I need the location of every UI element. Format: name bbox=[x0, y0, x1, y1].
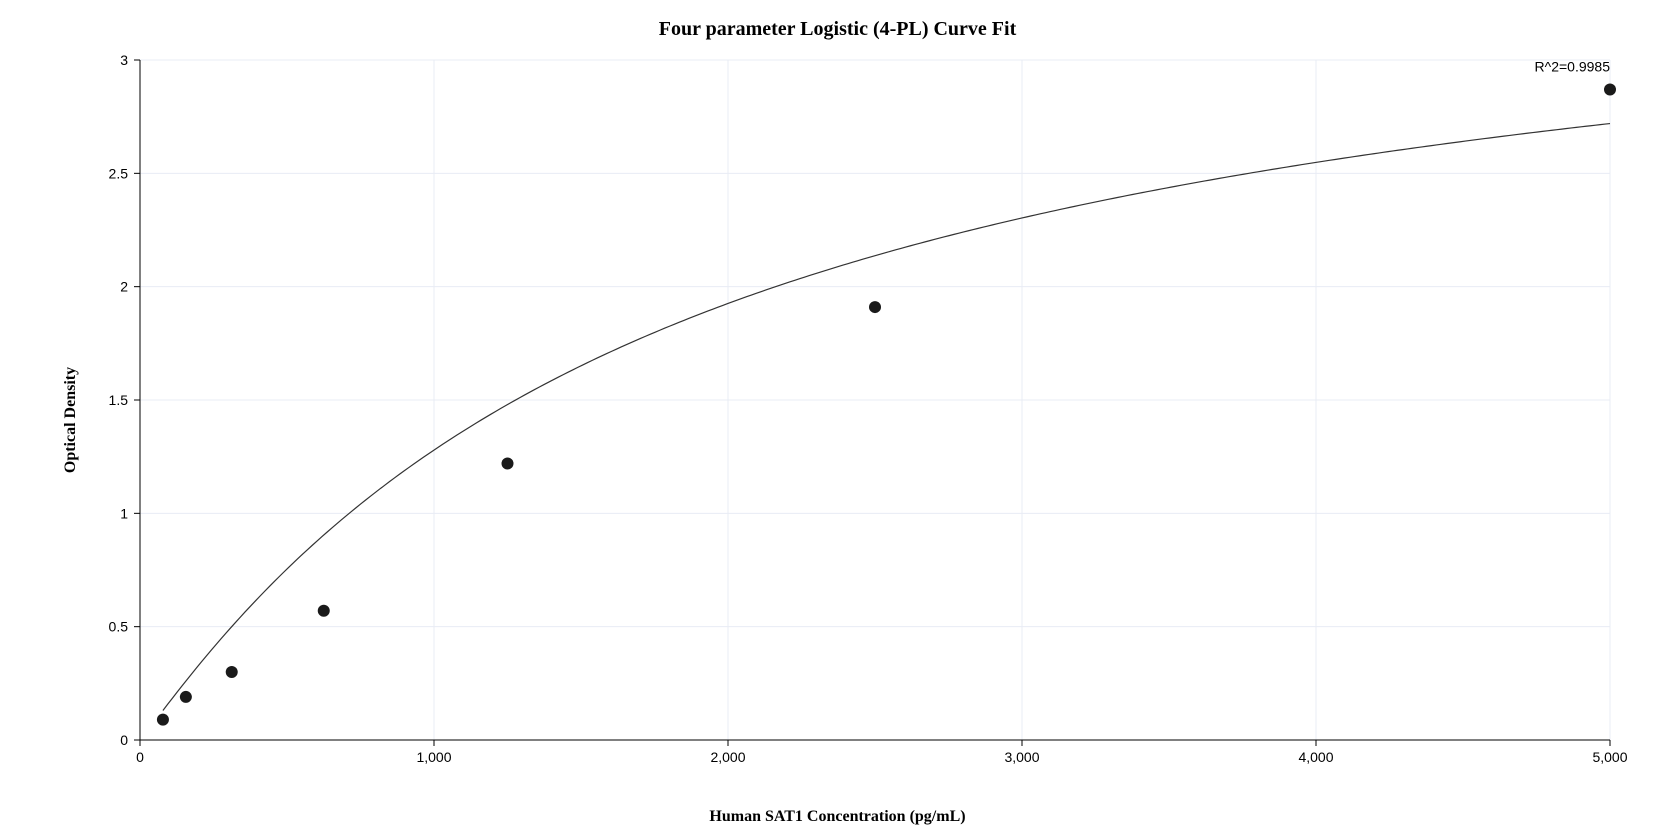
r-squared-annotation: R^2=0.9985 bbox=[1535, 58, 1611, 74]
y-tick-label: 0.5 bbox=[109, 619, 129, 635]
data-point bbox=[226, 666, 238, 678]
data-point bbox=[318, 605, 330, 617]
data-point bbox=[157, 714, 169, 726]
y-tick-label: 0 bbox=[120, 732, 128, 748]
data-point bbox=[1604, 83, 1616, 95]
fit-curve bbox=[163, 124, 1610, 711]
x-tick-label: 0 bbox=[136, 749, 144, 765]
data-point bbox=[869, 301, 881, 313]
chart-container: Four parameter Logistic (4-PL) Curve Fit… bbox=[0, 0, 1675, 840]
x-tick-label: 3,000 bbox=[1004, 749, 1039, 765]
plot-svg: 0 1,000 2,000 3,000 4,000 5,000 0 0.5 1 1.5 2 2.5 3 R… bbox=[0, 0, 1675, 840]
y-tick-label: 2.5 bbox=[109, 165, 129, 181]
y-tick-label: 2 bbox=[120, 279, 128, 295]
y-tick-label: 1.5 bbox=[109, 392, 129, 408]
x-tick-label: 1,000 bbox=[416, 749, 451, 765]
y-tick-label: 1 bbox=[120, 505, 128, 521]
x-tick-label: 4,000 bbox=[1298, 749, 1333, 765]
data-point bbox=[502, 457, 514, 469]
x-tick-label: 5,000 bbox=[1592, 749, 1627, 765]
y-tick-label: 3 bbox=[120, 52, 128, 68]
x-tick-label: 2,000 bbox=[710, 749, 745, 765]
data-point bbox=[180, 691, 192, 703]
